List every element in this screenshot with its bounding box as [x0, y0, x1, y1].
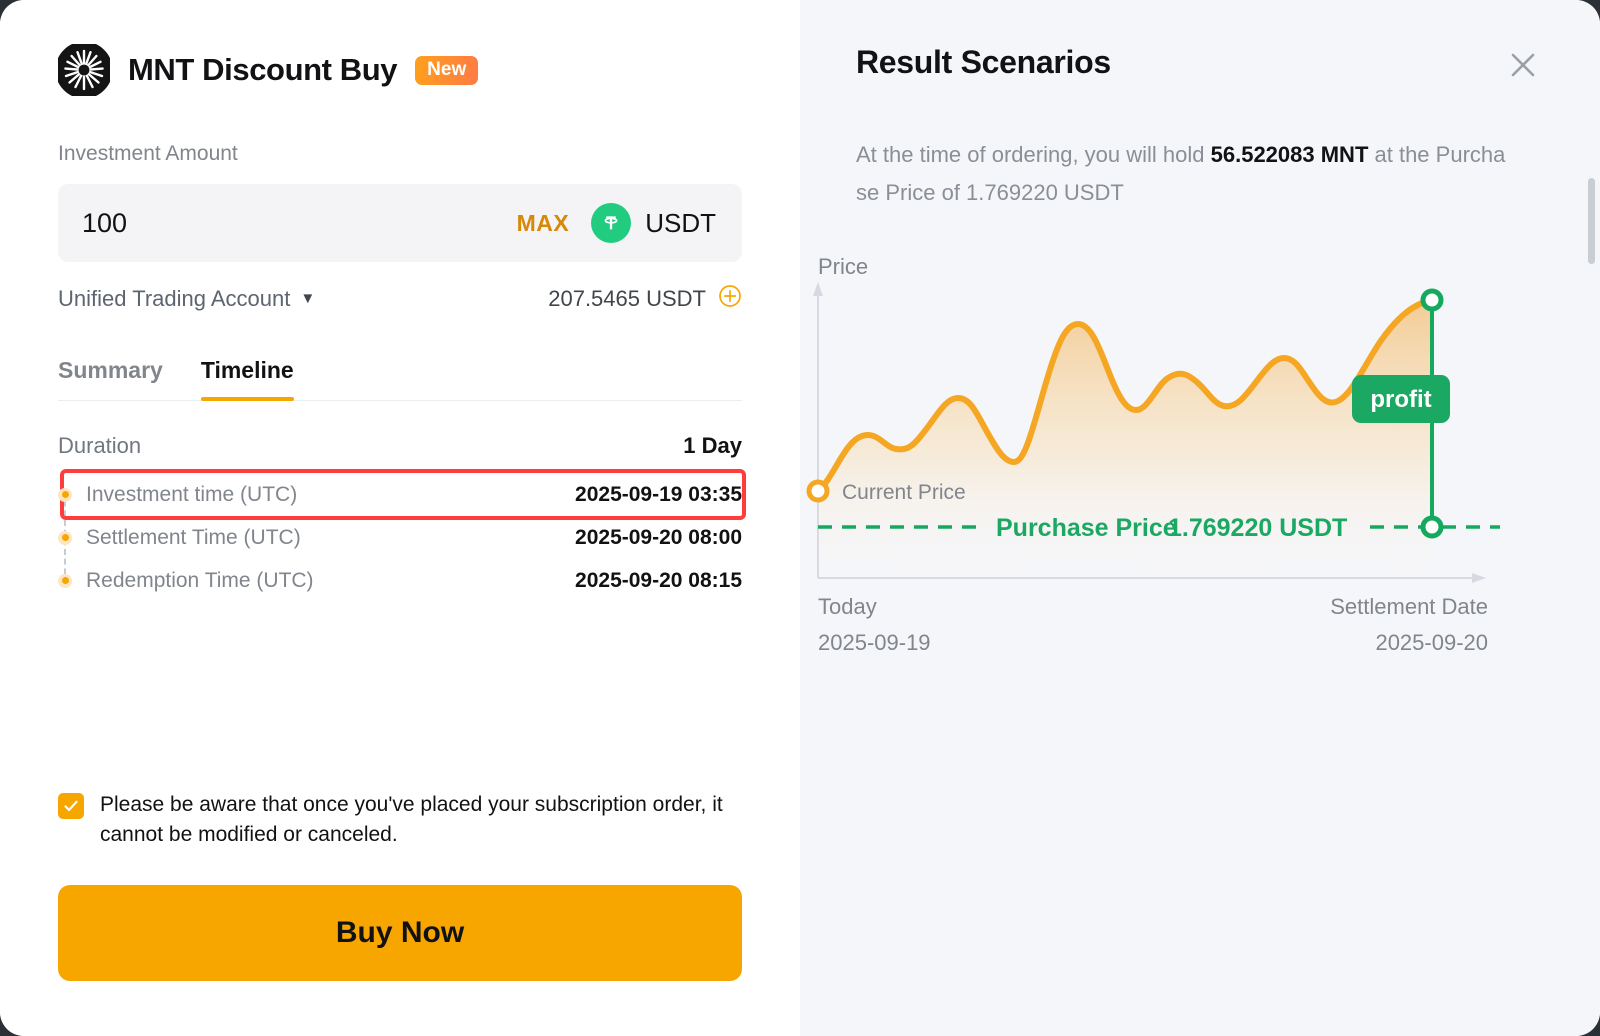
agreement-row: Please be aware that once you've placed … — [58, 790, 742, 850]
detail-tabs: Summary Timeline — [58, 357, 742, 401]
x-tick-settlement-label: Settlement Date — [1330, 594, 1488, 619]
current-price-marker — [806, 479, 830, 503]
timeline-row-redemption-time: Redemption Time (UTC) 2025-09-20 08:15 — [58, 559, 742, 602]
account-row: Unified Trading Account ▼ 207.5465 USDT — [58, 284, 742, 313]
purchase-price-marker — [1420, 515, 1444, 539]
purchase-price-label: Purchase Price — [996, 514, 1177, 542]
amount-input[interactable]: 100 — [82, 207, 128, 238]
duration-row: Duration 1 Day — [58, 433, 742, 459]
timeline-row-investment-time: Investment time (UTC) 2025-09-19 03:35 — [58, 469, 746, 520]
result-scenario-chart: profit Price Current Price Purchase Pric… — [800, 246, 1600, 666]
price-curve — [815, 297, 1435, 494]
duration-value: 1 Day — [683, 433, 742, 458]
current-price-label: Current Price — [842, 481, 966, 504]
result-header: Result Scenarios — [856, 44, 1544, 86]
new-badge: New — [415, 55, 479, 85]
desc-suffix: at the Purchase Price of 1.769220 USDT — [856, 142, 1506, 205]
y-axis-label: Price — [818, 254, 868, 279]
investment-amount-label: Investment Amount — [58, 142, 238, 165]
x-axis-arrow — [1472, 573, 1486, 583]
agreement-checkbox[interactable] — [58, 793, 84, 820]
x-tick-today-label: Today — [818, 594, 877, 619]
tab-timeline[interactable]: Timeline — [200, 357, 294, 401]
tab-summary[interactable]: Summary — [58, 357, 163, 383]
result-description: At the time of ordering, you will hold 5… — [856, 136, 1516, 212]
x-tick-today-date: 2025-09-19 — [818, 630, 931, 655]
result-scenarios-panel: Result Scenarios At the time of ordering… — [800, 0, 1600, 1036]
order-form-panel: MNT Discount Buy New Investment Amount 1… — [0, 0, 800, 1036]
checkmark-icon — [64, 801, 78, 812]
profit-badge — [1352, 375, 1450, 423]
buy-now-button[interactable]: Buy Now — [58, 885, 742, 981]
timeline-dot-icon — [58, 530, 72, 545]
desc-prefix: At the time of ordering, you will hold — [856, 142, 1211, 167]
duration-label: Duration — [58, 433, 142, 458]
investment-amount-field[interactable]: 100 MAX USDT — [58, 184, 742, 262]
timeline-label: Investment time (UTC) — [86, 482, 298, 506]
timeline-row-settlement-time: Settlement Time (UTC) 2025-09-20 08:00 — [58, 516, 742, 559]
timeline-value: 2025-09-20 08:15 — [575, 568, 742, 592]
timeline-list: Investment time (UTC) 2025-09-19 03:35 S… — [58, 469, 746, 602]
timeline-value: 2025-09-19 03:35 — [575, 482, 742, 506]
result-title: Result Scenarios — [856, 44, 1111, 80]
account-selector[interactable]: Unified Trading Account — [58, 285, 291, 311]
tether-icon — [591, 203, 632, 243]
currency-label: USDT — [645, 207, 716, 238]
balance-group: 207.5465 USDT — [548, 284, 742, 313]
close-icon[interactable] — [1502, 44, 1544, 86]
desc-amount: 56.522083 MNT — [1210, 142, 1369, 167]
mnt-coin-icon — [58, 44, 110, 96]
timeline-dot-icon — [58, 487, 72, 502]
timeline-dot-icon — [58, 573, 72, 588]
chevron-down-icon[interactable]: ▼ — [300, 290, 316, 307]
modal-header: MNT Discount Buy New — [58, 44, 742, 96]
page-title: MNT Discount Buy — [128, 52, 398, 87]
chart-area-fill — [818, 300, 1432, 578]
account-balance: 207.5465 USDT — [548, 285, 706, 311]
agreement-text: Please be aware that once you've placed … — [100, 793, 723, 847]
panel-scrollbar[interactable] — [1588, 178, 1595, 264]
plus-circle-icon[interactable] — [718, 284, 742, 313]
timeline-value: 2025-09-20 08:00 — [575, 525, 742, 549]
purchase-price-value: 1.769220 USDT — [1168, 514, 1347, 542]
max-button[interactable]: MAX — [516, 209, 570, 236]
timeline-label: Settlement Time (UTC) — [86, 525, 301, 549]
timeline-label: Redemption Time (UTC) — [86, 568, 314, 592]
settlement-price-marker — [1420, 288, 1444, 312]
profit-badge-label: profit — [1370, 386, 1431, 413]
x-tick-settlement-date: 2025-09-20 — [1375, 630, 1488, 655]
y-axis-arrow — [813, 282, 823, 296]
